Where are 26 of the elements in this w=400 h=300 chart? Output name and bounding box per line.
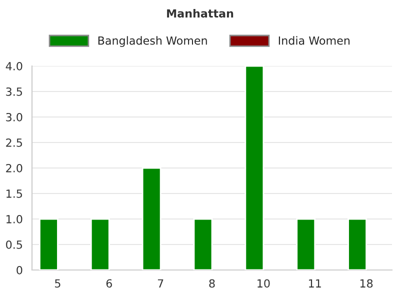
x-tick-label: 7: [158, 279, 164, 288]
y-tick-label: 1.0: [6, 214, 22, 224]
y-tick-label: 4.0: [6, 62, 22, 70]
y-tick-label: 1.5: [6, 190, 22, 198]
x-tick-label: 11: [309, 279, 321, 288]
x-tick-label: 8: [209, 279, 215, 288]
x-tick-label: 18: [360, 279, 373, 288]
bar: [348, 218, 367, 270]
x-tick-label: 6: [106, 279, 112, 288]
bar: [296, 218, 316, 270]
y-tick-label: 3.5: [6, 87, 22, 96]
bar: [193, 218, 213, 270]
y-tick-label: 0.5: [6, 240, 22, 249]
x-tick-label: 5: [55, 279, 60, 288]
bar: [90, 218, 110, 270]
x-tick-label: 10: [258, 279, 270, 288]
bar: [244, 66, 264, 270]
y-tick-label: 0: [16, 266, 22, 274]
y-tick-label: 2.0: [6, 164, 22, 172]
chart-title: Manhattan: [167, 9, 234, 18]
bar: [142, 167, 162, 270]
y-tick-label: 3.0: [6, 112, 22, 122]
y-tick-label: 2.5: [6, 138, 22, 147]
legend-label: India Women: [278, 36, 350, 45]
bar: [39, 218, 58, 270]
legend-label: Bangladesh Women: [98, 36, 207, 47]
